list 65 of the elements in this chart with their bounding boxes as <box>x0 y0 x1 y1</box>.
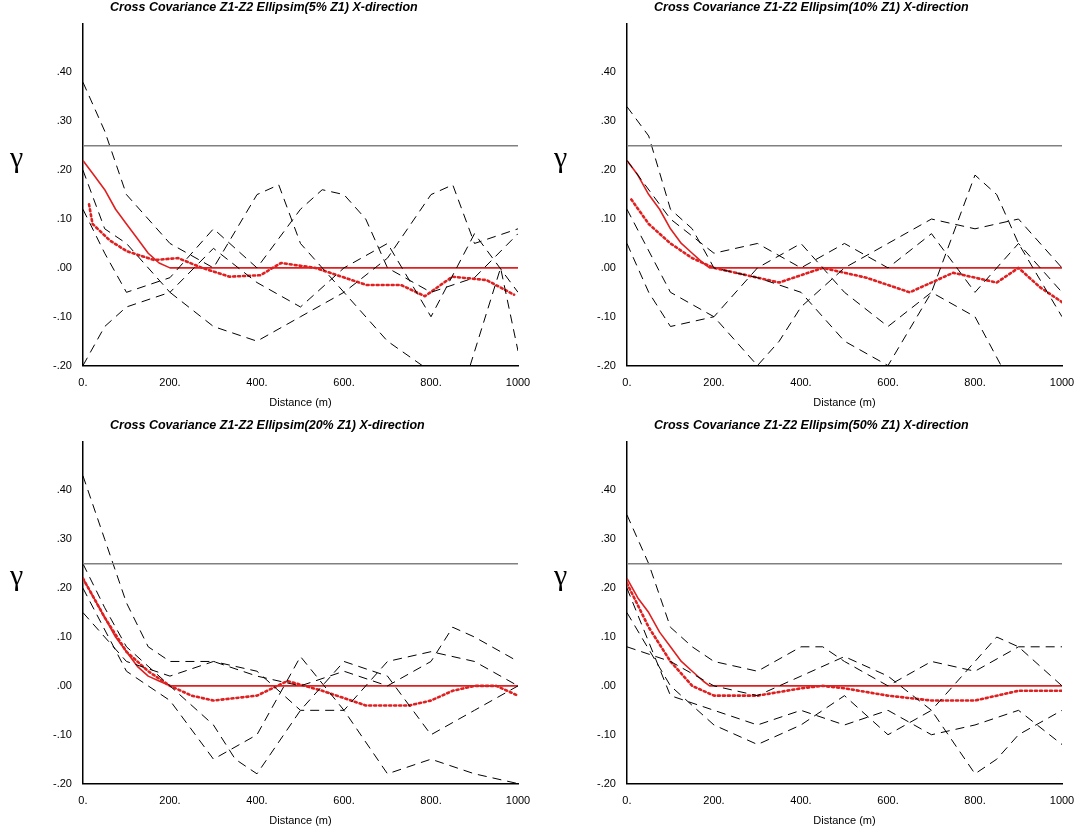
y-tick-label: .20 <box>56 581 72 594</box>
y-tick-label: .20 <box>600 163 616 176</box>
y-tick-label: .00 <box>600 678 616 691</box>
x-tick-label: 800. <box>964 794 986 807</box>
x-tick-label: 600. <box>877 794 899 807</box>
x-tick-label: 1000 <box>1049 794 1075 807</box>
x-tick-label: 1000 <box>505 794 531 807</box>
y-tick-label: .10 <box>600 630 616 643</box>
y-tick-label: .10 <box>56 630 72 643</box>
y-tick-label: -.20 <box>52 358 72 371</box>
x-axis-title: Distance (m) <box>813 396 876 409</box>
y-tick-label: .40 <box>56 483 72 496</box>
chart-title: Cross Covariance Z1-Z2 Ellipsim(5% Z1) X-direction <box>110 0 418 14</box>
y-tick-label: .00 <box>600 260 616 273</box>
x-tick-label: 200. <box>703 376 725 389</box>
y-tick-label: -.20 <box>596 776 616 789</box>
x-tick-label: 0. <box>622 376 632 389</box>
chart-title: Cross Covariance Z1-Z2 Ellipsim(50% Z1) X-direction <box>654 418 969 432</box>
y-tick-label: -.20 <box>596 358 616 371</box>
y-tick-label: .30 <box>56 532 72 545</box>
y-axis-title: γ <box>10 140 24 174</box>
line-series <box>626 581 1062 702</box>
y-tick-label: .10 <box>56 212 72 225</box>
y-tick-label: .30 <box>600 114 616 127</box>
x-tick-label: 200. <box>159 794 181 807</box>
y-tick-label: .40 <box>600 65 616 78</box>
x-axis-title: Distance (m) <box>813 814 876 827</box>
x-tick-label: 400. <box>246 376 268 389</box>
y-tick-label: .30 <box>600 532 616 545</box>
y-tick-label: .30 <box>56 114 72 127</box>
y-tick-label: -.10 <box>596 309 616 322</box>
y-axis-title: γ <box>554 140 568 174</box>
y-tick-label: .40 <box>600 483 616 496</box>
chart-title: Cross Covariance Z1-Z2 Ellipsim(20% Z1) X-direction <box>110 418 425 432</box>
y-tick-label: .10 <box>600 212 616 225</box>
x-tick-label: 0. <box>78 794 88 807</box>
x-tick-label: 400. <box>790 376 812 389</box>
x-tick-label: 600. <box>333 376 355 389</box>
y-axis-title: γ <box>10 558 24 592</box>
y-tick-label: .00 <box>56 260 72 273</box>
x-tick-label: 800. <box>420 794 442 807</box>
x-tick-label: 400. <box>790 794 812 807</box>
y-axis-title: γ <box>554 558 568 592</box>
x-tick-label: 600. <box>877 376 899 389</box>
x-tick-label: 1000 <box>1049 376 1075 389</box>
y-tick-label: -.10 <box>52 727 72 740</box>
y-tick-label: -.10 <box>52 309 72 322</box>
x-tick-label: 0. <box>78 376 88 389</box>
x-axis-title: Distance (m) <box>269 814 332 827</box>
x-tick-label: 800. <box>420 376 442 389</box>
y-tick-label: .20 <box>600 581 616 594</box>
x-tick-label: 200. <box>159 376 181 389</box>
x-tick-label: 600. <box>333 794 355 807</box>
x-tick-label: 800. <box>964 376 986 389</box>
x-tick-label: 0. <box>622 794 632 807</box>
y-tick-label: .20 <box>56 163 72 176</box>
y-tick-label: .00 <box>56 678 72 691</box>
y-tick-label: -.10 <box>596 727 616 740</box>
chart-title: Cross Covariance Z1-Z2 Ellipsim(10% Z1) X-direction <box>654 0 969 14</box>
y-tick-label: -.20 <box>52 776 72 789</box>
y-tick-label: .40 <box>56 65 72 78</box>
x-tick-label: 1000 <box>505 376 531 389</box>
x-axis-title: Distance (m) <box>269 396 332 409</box>
x-tick-label: 400. <box>246 794 268 807</box>
x-tick-label: 200. <box>703 794 725 807</box>
